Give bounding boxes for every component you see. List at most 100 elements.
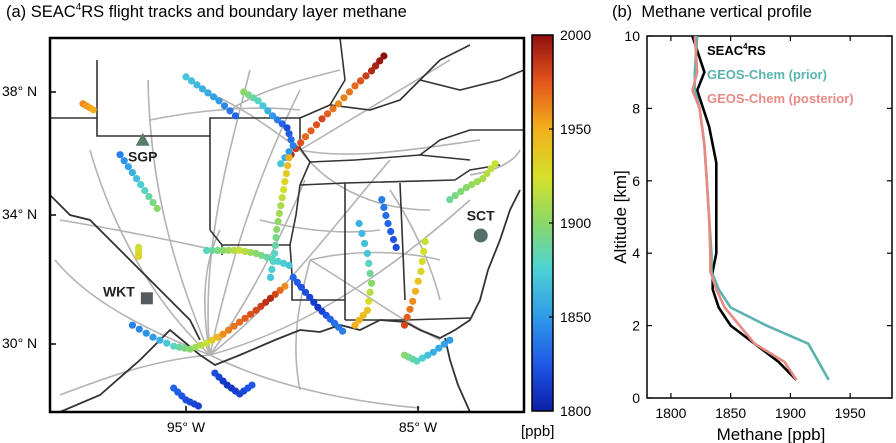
x-tick-label: 1800 xyxy=(655,405,686,421)
methane-point xyxy=(208,246,216,254)
methane-point xyxy=(273,225,281,234)
methane-point xyxy=(380,203,388,212)
methane-point xyxy=(312,121,321,129)
methane-point xyxy=(358,229,366,238)
methane-point xyxy=(424,351,432,359)
methane-point xyxy=(220,102,229,110)
methane-point xyxy=(124,163,132,171)
methane-point xyxy=(420,247,428,255)
methane-point xyxy=(406,305,414,313)
y-tick-label: 6 xyxy=(632,173,640,189)
methane-point xyxy=(149,333,157,341)
methane-point xyxy=(156,336,164,344)
methane-point xyxy=(310,298,318,306)
methane-point xyxy=(365,259,373,267)
methane-point xyxy=(128,321,136,329)
methane-point xyxy=(367,67,376,75)
methane-point xyxy=(236,318,244,326)
methane-point xyxy=(384,219,392,228)
methane-point xyxy=(297,139,305,147)
methane-point xyxy=(363,249,371,257)
methane-point xyxy=(194,402,202,410)
methane-point xyxy=(468,181,476,189)
panel-a: (a) SEAC4RS flight tracks and boundary l… xyxy=(2,2,591,440)
methane-point xyxy=(355,219,363,228)
methane-point xyxy=(440,340,448,348)
methane-point xyxy=(192,343,200,351)
y-tick-label: 8 xyxy=(632,100,640,116)
methane-point xyxy=(287,136,295,144)
y-tick-label: 0 xyxy=(632,390,640,406)
methane-point xyxy=(418,257,426,265)
methane-point xyxy=(418,354,426,362)
methane-point xyxy=(219,330,227,338)
methane-point xyxy=(219,246,227,254)
methane-point xyxy=(135,252,143,260)
methane-point xyxy=(137,181,145,189)
methane-point xyxy=(269,255,277,263)
methane-point xyxy=(273,116,281,124)
methane-point xyxy=(282,170,290,178)
methane-point xyxy=(278,194,286,202)
methane-point xyxy=(182,73,190,81)
methane-point xyxy=(262,298,270,306)
methane-point xyxy=(351,82,359,90)
methane-point xyxy=(193,81,201,89)
methane-point xyxy=(266,273,275,281)
methane-point xyxy=(318,115,326,123)
methane-point xyxy=(236,246,244,254)
y-axis: 0 2 4 6 8 10 xyxy=(624,28,892,406)
methane-point xyxy=(301,288,310,296)
methane-point xyxy=(274,217,282,226)
x-tick-label: 1950 xyxy=(835,405,866,421)
methane-point xyxy=(142,329,150,337)
lat-axis: 38° N 34° N 30° N xyxy=(2,83,56,351)
methane-point xyxy=(280,186,288,194)
panel-b-title: (b) Methane vertical profile xyxy=(612,3,812,21)
methane-point xyxy=(198,85,207,93)
methane-point xyxy=(276,286,284,294)
methane-point xyxy=(186,345,194,353)
methane-point xyxy=(413,357,421,365)
methane-point xyxy=(214,246,222,254)
methane-point xyxy=(289,142,297,150)
methane-point xyxy=(272,233,280,242)
panel-b: (b) Methane vertical profile 1800 1850 190… xyxy=(611,3,893,443)
methane-point xyxy=(451,192,459,200)
methane-point xyxy=(116,151,124,159)
methane-point xyxy=(281,282,289,290)
methane-point xyxy=(389,235,398,244)
methane-point xyxy=(278,120,286,128)
x-tick-label: 1900 xyxy=(775,405,806,421)
methane-point xyxy=(362,72,370,80)
methane-point xyxy=(307,127,315,135)
methane-point xyxy=(411,287,420,295)
methane-point xyxy=(280,259,288,267)
x-tick-label: 1850 xyxy=(715,405,746,421)
methane-point xyxy=(283,124,291,132)
methane-point xyxy=(293,278,301,286)
y-tick-label: 10 xyxy=(624,28,640,44)
methane-point xyxy=(208,336,216,344)
methane-point xyxy=(372,62,380,70)
profile-plot-area xyxy=(646,35,893,399)
methane-point xyxy=(230,246,238,254)
methane-point xyxy=(462,184,470,192)
methane-point xyxy=(446,196,454,204)
methane-point xyxy=(345,88,354,96)
methane-point xyxy=(259,102,267,110)
methane-point xyxy=(204,89,212,97)
methane-point xyxy=(277,160,285,168)
methane-point xyxy=(366,269,374,277)
site-label-wkt: WKT xyxy=(103,283,135,299)
methane-point xyxy=(269,112,277,120)
methane-point xyxy=(285,154,293,162)
profile-series xyxy=(691,35,830,381)
methane-point xyxy=(197,341,205,349)
methane-point xyxy=(285,130,293,138)
methane-point xyxy=(271,241,279,249)
methane-point xyxy=(285,261,293,269)
methane-point xyxy=(128,169,136,177)
methane-point xyxy=(491,160,499,168)
